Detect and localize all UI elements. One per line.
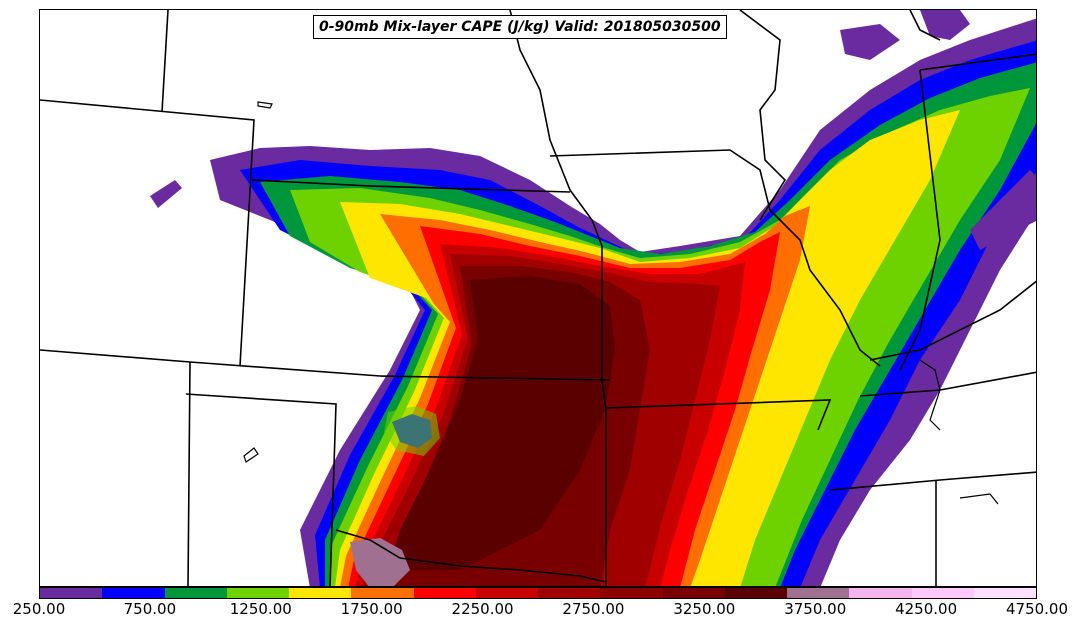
state-border <box>909 10 941 41</box>
colorbar-tick-label: 750.00 <box>123 600 177 618</box>
colorbar-segment <box>911 588 974 598</box>
colorbar-segment <box>600 588 663 598</box>
colorbar-segment <box>40 588 103 598</box>
colorbar-tick-label: 3750.00 <box>784 600 847 618</box>
cape-streak-e <box>970 170 1036 250</box>
state-border <box>739 10 787 221</box>
map-panel <box>39 9 1037 587</box>
colorbar-segment <box>413 588 476 598</box>
state-border <box>919 53 1036 71</box>
colorbar-segment <box>538 588 601 598</box>
colorbar-segment <box>102 588 165 598</box>
colorbar-tick-label: 3250.00 <box>673 600 736 618</box>
boundary-layer <box>40 10 1036 586</box>
coast-line <box>919 359 941 431</box>
state-border <box>251 179 571 193</box>
state-border <box>40 349 611 381</box>
colorbar-tick-label: 1750.00 <box>340 600 403 618</box>
colorbar-segment <box>226 588 289 598</box>
state-border <box>187 361 191 586</box>
cape-streak-ne <box>920 10 970 40</box>
colorbar-tick-label: 4250.00 <box>895 600 958 618</box>
state-border <box>769 209 881 367</box>
state-border <box>40 99 255 367</box>
colorbar-segment <box>662 588 725 598</box>
colorbar-segment <box>973 588 1036 598</box>
cape-pocket-mauve <box>350 538 410 586</box>
colorbar-tick-label: 1250.00 <box>229 600 292 618</box>
cape-streak-w <box>150 180 182 208</box>
cape-pocket-green <box>384 406 440 456</box>
state-border <box>605 399 832 431</box>
colorbar-segment <box>787 588 850 598</box>
map-title: 0-90mb Mix-layer CAPE (J/kg) Valid: 2018… <box>313 15 727 39</box>
colorbar-segment <box>724 588 787 598</box>
coast-line <box>959 493 999 505</box>
state-border <box>161 10 169 113</box>
state-border <box>549 149 771 211</box>
cape-contour-max <box>390 276 615 570</box>
colorbar-segment <box>475 588 538 598</box>
cape-fill-layer <box>150 10 1036 586</box>
colorbar-segment <box>289 588 352 598</box>
state-border <box>335 529 607 583</box>
colorbar-segment <box>164 588 227 598</box>
cape-streak-ne2 <box>840 24 900 60</box>
cape-map <box>40 10 1036 586</box>
colorbar-tick-label: 250.00 <box>12 600 66 618</box>
colorbar-segment <box>849 588 912 598</box>
state-border <box>899 69 941 371</box>
colorbar-tick-label: 4750.00 <box>1005 600 1069 618</box>
colorbar-labels: 250.00 750.00 1250.00 1750.00 2250.00 2750.00… <box>0 600 1081 624</box>
state-border <box>829 471 1036 491</box>
lake-outline <box>243 447 259 463</box>
state-border <box>185 393 337 586</box>
colorbar-tick-label: 2750.00 <box>562 600 625 618</box>
colorbar-segment <box>351 588 414 598</box>
state-border <box>601 246 607 586</box>
state-border <box>869 280 1036 361</box>
state-border <box>509 10 603 247</box>
lake-outline <box>257 101 273 109</box>
colorbar-tick-label: 2250.00 <box>451 600 514 618</box>
colorbar <box>39 587 1037 599</box>
